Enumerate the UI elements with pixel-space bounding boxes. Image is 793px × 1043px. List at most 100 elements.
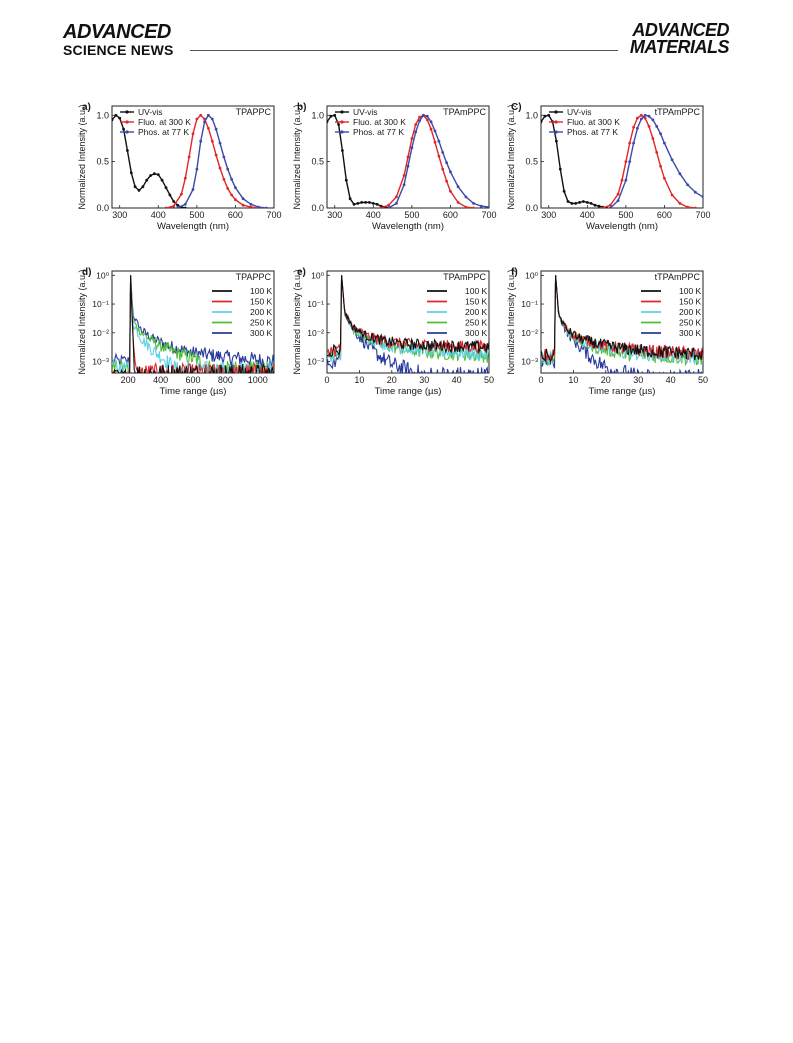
- y-tick-label: 0.5: [525, 157, 538, 167]
- x-tick-label: 0: [538, 375, 543, 385]
- x-tick-label: 30: [633, 375, 643, 385]
- data-point: [360, 201, 364, 204]
- x-tick-label: 20: [601, 375, 611, 385]
- legend-marker: [125, 130, 129, 134]
- logo-left-line1: ADVANCED: [63, 21, 171, 43]
- data-point: [172, 200, 176, 203]
- data-point: [445, 179, 448, 183]
- data-point: [437, 154, 441, 158]
- data-point: [207, 113, 210, 117]
- data-point: [191, 132, 195, 136]
- legend-label: 300 K: [250, 328, 273, 338]
- x-tick-label: 500: [189, 210, 204, 220]
- data-point: [570, 202, 574, 205]
- data-point: [214, 153, 218, 157]
- data-point: [168, 193, 172, 197]
- data-point: [141, 185, 145, 189]
- data-point: [472, 206, 475, 208]
- y-tick-label: 10⁻²: [521, 328, 538, 338]
- data-point: [172, 204, 176, 208]
- data-point: [249, 205, 253, 208]
- data-point: [418, 115, 421, 119]
- data-point: [226, 187, 230, 190]
- legend-label: 250 K: [465, 318, 488, 328]
- legend-marker: [554, 130, 558, 134]
- data-point: [639, 117, 643, 121]
- data-point: [395, 202, 398, 205]
- data-point: [562, 189, 566, 193]
- x-tick-label: 500: [404, 210, 419, 220]
- legend-label: 200 K: [465, 307, 488, 317]
- y-axis-label: Normalized Intensity (a.u.): [506, 269, 516, 374]
- y-tick-label: 10⁻¹: [521, 299, 538, 309]
- data-point: [487, 205, 489, 208]
- data-point: [479, 204, 483, 208]
- data-point: [402, 183, 406, 187]
- legend-label: 100 K: [465, 286, 488, 296]
- x-tick-label: 400: [153, 375, 168, 385]
- panel-letter: a): [82, 102, 91, 113]
- legend-label: Fluo. at 300 K: [353, 117, 406, 127]
- series-line: [541, 275, 703, 363]
- x-tick-label: 200: [121, 375, 136, 385]
- data-point: [118, 116, 122, 120]
- legend-label: Phos. at 77 K: [353, 127, 404, 137]
- series-line: [388, 114, 489, 208]
- y-tick-label: 10⁻³: [92, 357, 109, 367]
- panel-letter: d): [82, 267, 91, 278]
- x-tick-label: 300: [112, 210, 127, 220]
- data-point: [678, 202, 682, 205]
- data-point: [264, 206, 268, 208]
- data-point: [230, 193, 234, 197]
- data-point: [180, 192, 183, 196]
- series-line: [112, 275, 274, 373]
- x-tick-label: 600: [228, 210, 243, 220]
- data-point: [609, 206, 612, 208]
- data-point: [445, 161, 448, 164]
- x-axis-label: Wavelength (nm): [157, 221, 229, 232]
- x-tick-label: 50: [698, 375, 708, 385]
- chart-panel-4: 200 400 600 800 1000 10⁰ 10⁻¹ 10⁻² 10⁻³ Time rang…: [77, 267, 275, 397]
- y-tick-label: 0.5: [311, 157, 324, 167]
- data-point: [663, 141, 666, 145]
- y-axis-label: Normalized Intensity (a.u.): [292, 104, 302, 209]
- data-point: [368, 201, 371, 204]
- data-point: [601, 206, 605, 208]
- data-point: [616, 192, 620, 196]
- data-point: [628, 160, 632, 163]
- data-point: [670, 158, 674, 162]
- x-tick-label: 800: [218, 375, 233, 385]
- legend-label: 150 K: [250, 297, 273, 307]
- plot-area: [327, 275, 489, 373]
- chart-panel-2: 300 400 500 600 700 0.0 0.5 1.0 Wavelength (nm) N…: [292, 102, 497, 232]
- x-tick-label: 300: [327, 210, 342, 220]
- data-point: [643, 116, 647, 120]
- data-point: [543, 114, 547, 118]
- x-tick-label: 30: [419, 375, 429, 385]
- data-point: [129, 171, 133, 175]
- data-point: [437, 139, 441, 143]
- legend-label: 250 K: [679, 318, 702, 328]
- data-point: [191, 188, 195, 191]
- legend-marker: [340, 130, 344, 134]
- data-point: [464, 205, 468, 208]
- data-point: [647, 114, 651, 118]
- y-axis-label: Normalized Intensity (a.u.): [506, 104, 516, 209]
- panel-letter: C): [511, 102, 522, 113]
- legend-label: Phos. at 77 K: [567, 127, 618, 137]
- data-point: [433, 140, 437, 144]
- data-point: [241, 197, 245, 201]
- data-point: [364, 201, 367, 204]
- data-point: [114, 113, 118, 117]
- data-point: [422, 113, 425, 117]
- data-point: [464, 195, 468, 199]
- x-tick-label: 40: [666, 375, 676, 385]
- x-tick-label: 600: [185, 375, 200, 385]
- series-line: [327, 275, 489, 358]
- series-line: [327, 275, 489, 373]
- data-point: [195, 167, 199, 171]
- plot-area: [112, 275, 274, 373]
- data-point: [352, 202, 356, 206]
- legend-label: 300 K: [679, 328, 702, 338]
- data-point: [160, 178, 164, 182]
